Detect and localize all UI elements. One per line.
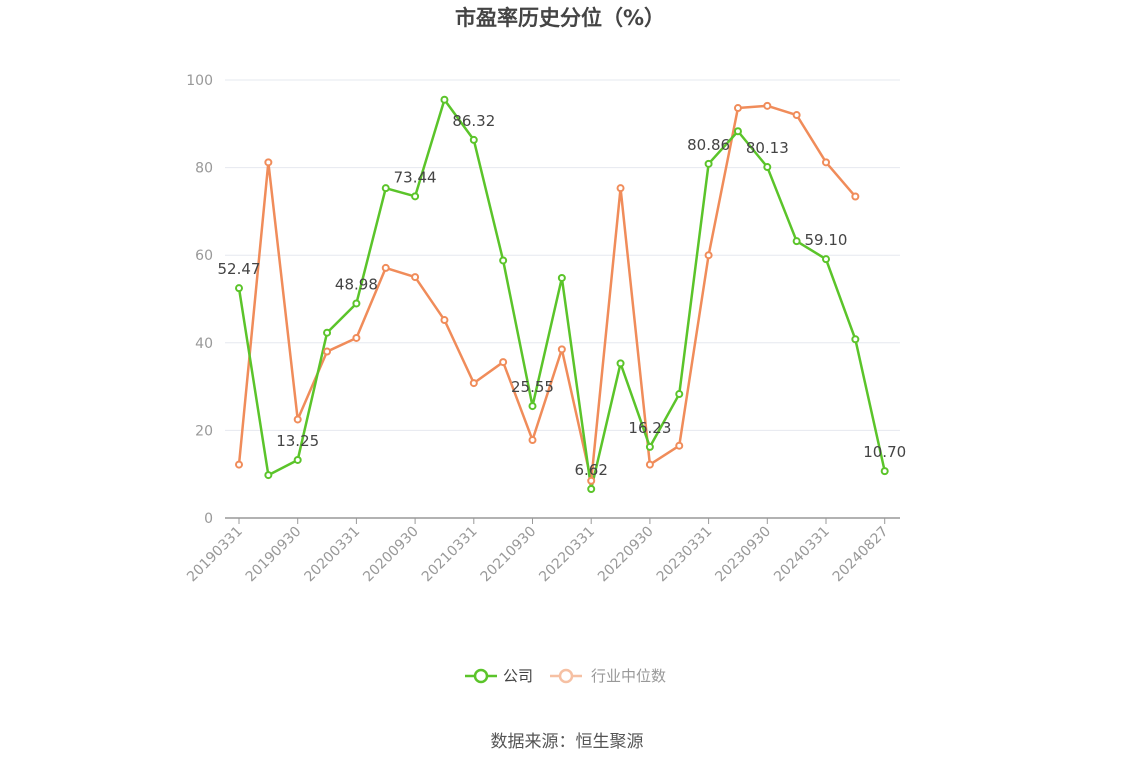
data-point[interactable] bbox=[293, 415, 302, 424]
x-tick-label: 20210930 bbox=[478, 524, 540, 586]
data-point[interactable] bbox=[235, 460, 243, 469]
data-point[interactable] bbox=[235, 284, 243, 293]
data-point[interactable] bbox=[411, 273, 420, 282]
data-label: 80.13 bbox=[746, 139, 789, 157]
data-point[interactable] bbox=[411, 192, 420, 201]
data-point[interactable] bbox=[704, 159, 713, 168]
data-point[interactable] bbox=[323, 328, 332, 337]
legend-item-1[interactable]: 行业中位数 bbox=[550, 667, 666, 685]
data-label: 73.44 bbox=[394, 168, 437, 186]
x-tick-label: 20240331 bbox=[771, 524, 833, 586]
data-point[interactable] bbox=[675, 390, 684, 399]
data-point[interactable] bbox=[264, 471, 273, 480]
data-point[interactable] bbox=[587, 485, 596, 494]
data-label: 6.62 bbox=[574, 461, 607, 479]
data-point[interactable] bbox=[469, 379, 478, 388]
x-tick-label: 20240827 bbox=[830, 524, 892, 586]
data-label: 80.86 bbox=[687, 136, 730, 154]
data-point[interactable] bbox=[557, 273, 566, 282]
data-point[interactable] bbox=[822, 158, 830, 167]
data-point[interactable] bbox=[733, 127, 742, 136]
data-label: 13.25 bbox=[276, 432, 319, 450]
legend-item-0[interactable]: 公司 bbox=[465, 667, 533, 685]
data-point[interactable] bbox=[822, 255, 830, 264]
data-point[interactable] bbox=[851, 192, 860, 201]
y-tick-label: 80 bbox=[195, 161, 213, 177]
legend-label: 公司 bbox=[503, 667, 533, 685]
data-label: 52.47 bbox=[218, 260, 261, 278]
x-tick-label: 20190331 bbox=[184, 524, 246, 586]
x-tick-label: 20200331 bbox=[302, 524, 364, 586]
data-point[interactable] bbox=[381, 263, 390, 272]
data-point[interactable] bbox=[645, 460, 654, 469]
data-point[interactable] bbox=[264, 158, 273, 167]
x-tick-label: 20190930 bbox=[243, 524, 305, 586]
legend-marker bbox=[558, 668, 574, 684]
data-label: 16.23 bbox=[628, 419, 671, 437]
data-label: 10.70 bbox=[863, 443, 906, 461]
data-point[interactable] bbox=[440, 95, 449, 104]
data-point[interactable] bbox=[499, 256, 508, 265]
data-label: 25.55 bbox=[511, 378, 554, 396]
series-line-1 bbox=[237, 104, 857, 483]
y-tick-label: 40 bbox=[195, 336, 213, 352]
data-point[interactable] bbox=[352, 333, 361, 342]
data-point[interactable] bbox=[645, 442, 654, 451]
legend-label: 行业中位数 bbox=[591, 667, 666, 685]
x-tick-label: 20200930 bbox=[360, 524, 422, 586]
data-point[interactable] bbox=[792, 111, 801, 120]
data-point[interactable] bbox=[880, 467, 889, 476]
x-axis: 2019033120190930202003312020093020210331… bbox=[184, 517, 900, 586]
y-tick-label: 100 bbox=[186, 73, 213, 89]
data-point[interactable] bbox=[323, 347, 332, 356]
data-point[interactable] bbox=[352, 299, 361, 308]
data-point[interactable] bbox=[733, 104, 742, 113]
data-point[interactable] bbox=[851, 335, 860, 344]
x-tick-label: 20210331 bbox=[419, 524, 481, 586]
y-axis: 0 20 40 60 80 100 bbox=[186, 73, 213, 527]
data-labels: 52.47 13.25 48.98 73.44 86.32 25.55 6.62 16.23 8… bbox=[218, 112, 907, 479]
y-tick-label: 20 bbox=[195, 423, 213, 439]
data-point[interactable] bbox=[557, 345, 566, 354]
data-source: 数据来源：恒生聚源 bbox=[491, 732, 644, 752]
data-point[interactable] bbox=[763, 101, 772, 110]
data-label: 86.32 bbox=[452, 112, 495, 130]
x-tick-label: 20220930 bbox=[595, 524, 657, 586]
data-point[interactable] bbox=[528, 402, 537, 411]
data-point[interactable] bbox=[499, 358, 508, 367]
data-point[interactable] bbox=[675, 441, 684, 450]
x-tick-label: 20230930 bbox=[712, 524, 774, 586]
data-point[interactable] bbox=[587, 476, 596, 485]
data-point[interactable] bbox=[763, 163, 772, 172]
data-point[interactable] bbox=[704, 251, 713, 260]
chart-title: 市盈率历史分位（%） bbox=[455, 6, 665, 30]
x-tick-label: 20220331 bbox=[536, 524, 598, 586]
legend[interactable]: 公司 行业中位数 bbox=[465, 667, 666, 685]
data-point[interactable] bbox=[293, 455, 302, 464]
series-points bbox=[235, 95, 889, 494]
y-tick-label: 0 bbox=[204, 511, 213, 527]
data-label: 59.10 bbox=[805, 231, 848, 249]
data-point[interactable] bbox=[469, 135, 478, 144]
data-point[interactable] bbox=[440, 316, 449, 325]
data-point[interactable] bbox=[616, 359, 625, 368]
data-point[interactable] bbox=[616, 184, 625, 193]
data-point[interactable] bbox=[528, 436, 537, 445]
gridlines bbox=[225, 79, 900, 431]
y-tick-label: 60 bbox=[195, 248, 213, 264]
data-label: 48.98 bbox=[335, 275, 378, 293]
legend-marker bbox=[473, 668, 489, 684]
data-point[interactable] bbox=[792, 237, 801, 246]
data-point[interactable] bbox=[381, 184, 390, 193]
x-tick-label: 20230331 bbox=[654, 524, 716, 586]
